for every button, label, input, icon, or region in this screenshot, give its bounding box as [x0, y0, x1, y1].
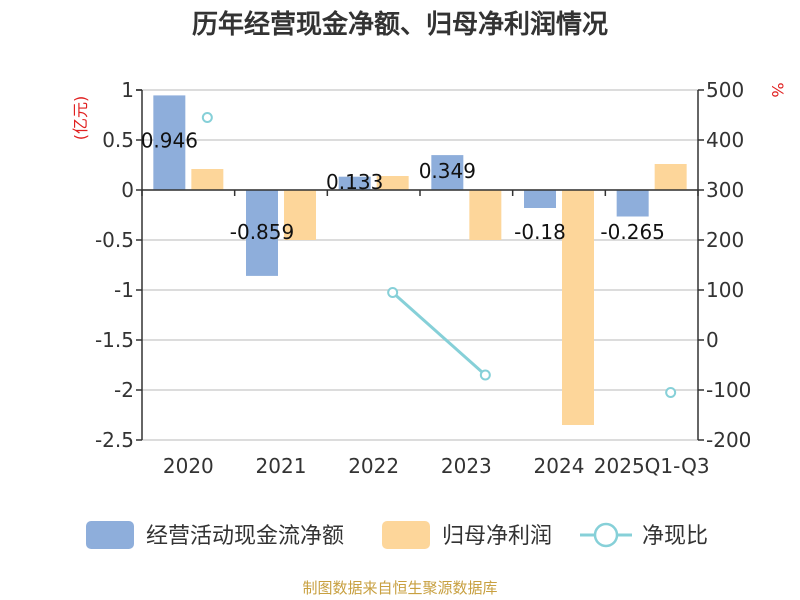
right-tick-label: -200: [706, 428, 751, 452]
ratio-point: [387, 287, 399, 298]
source-note: 制图数据来自恒生聚源数据库: [302, 579, 497, 597]
legend-swatch-net-profit: [382, 521, 430, 549]
ratio-line-segment: [391, 291, 487, 377]
bar-net-profit: [469, 190, 502, 240]
ratio-point: [201, 112, 213, 123]
left-axis-unit: (亿元): [71, 96, 90, 141]
left-tick-label: -2: [114, 378, 134, 402]
legend-swatch-cashflow: [86, 521, 134, 549]
right-tick-label: -100: [706, 378, 751, 402]
right-tick-label: 400: [706, 128, 744, 152]
left-tick-label: -2.5: [95, 428, 134, 452]
x-tick-label: 2023: [441, 454, 492, 478]
x-tick-label: 2022: [348, 454, 399, 478]
left-tick-label: 0: [121, 178, 134, 202]
x-tick-label: 2025Q1-Q3: [594, 454, 710, 478]
legend-label: 归母净利润: [442, 524, 552, 549]
chart-title: 历年经营现金净额、归母净利润情况: [192, 9, 608, 40]
bar-cashflow: [246, 190, 278, 276]
data-labels: 0.946 -0.859 0.133 0.349 -0.18 -0.265: [141, 128, 665, 244]
right-tick-label: 200: [706, 228, 744, 252]
right-tick-label: 500: [706, 78, 744, 102]
cashflow-data-label: -0.265: [600, 220, 664, 244]
grid-lines: [142, 89, 698, 441]
cashflow-data-label: 0.133: [326, 170, 383, 194]
cashflow-data-label: -0.859: [230, 220, 294, 244]
legend-label: 净现比: [642, 524, 708, 549]
legend-marker-ratio: [593, 522, 619, 548]
right-tick-label: 0: [706, 328, 719, 352]
bar-net-profit: [191, 169, 224, 190]
bar-cashflow: [153, 95, 186, 190]
bar-net-profit: [376, 176, 409, 190]
line-series: [201, 112, 677, 398]
bar-cashflow: [431, 155, 464, 190]
bar-net-profit: [284, 190, 316, 240]
left-tick-label: -1: [114, 278, 134, 302]
ratio-point: [665, 387, 677, 398]
x-tick-label: 2021: [256, 454, 307, 478]
left-tick-label: 0.5: [102, 128, 134, 152]
x-tick-label: 2024: [534, 454, 585, 478]
cashflow-data-label: 0.946: [141, 128, 198, 152]
bar-net-profit: [562, 190, 594, 425]
bar-cashflow: [338, 176, 371, 190]
legend-label: 经营活动现金流净额: [146, 524, 344, 549]
left-tick-label: -0.5: [95, 228, 134, 252]
bar-series: [153, 95, 687, 425]
x-tick-label: 2020: [163, 454, 214, 478]
legend: 经营活动现金流净额 归母净利润 净现比: [86, 521, 708, 549]
right-axis-unit: %: [768, 82, 787, 97]
right-tick-label: 100: [706, 278, 744, 302]
cashflow-data-label: -0.18: [514, 220, 566, 244]
bar-net-profit: [654, 164, 687, 190]
right-tick-label: 300: [706, 178, 744, 202]
bar-cashflow: [524, 190, 556, 208]
bar-cashflow: [616, 190, 649, 217]
cashflow-data-label: 0.349: [419, 159, 476, 183]
ratio-point: [479, 369, 491, 381]
left-tick-label: 1: [121, 78, 134, 102]
axes: 1 0.5 0 -0.5 -1 -1.5 -2 -2.5 500 400 300 200 100 0 -10…: [95, 78, 751, 478]
left-tick-label: -1.5: [95, 328, 134, 352]
